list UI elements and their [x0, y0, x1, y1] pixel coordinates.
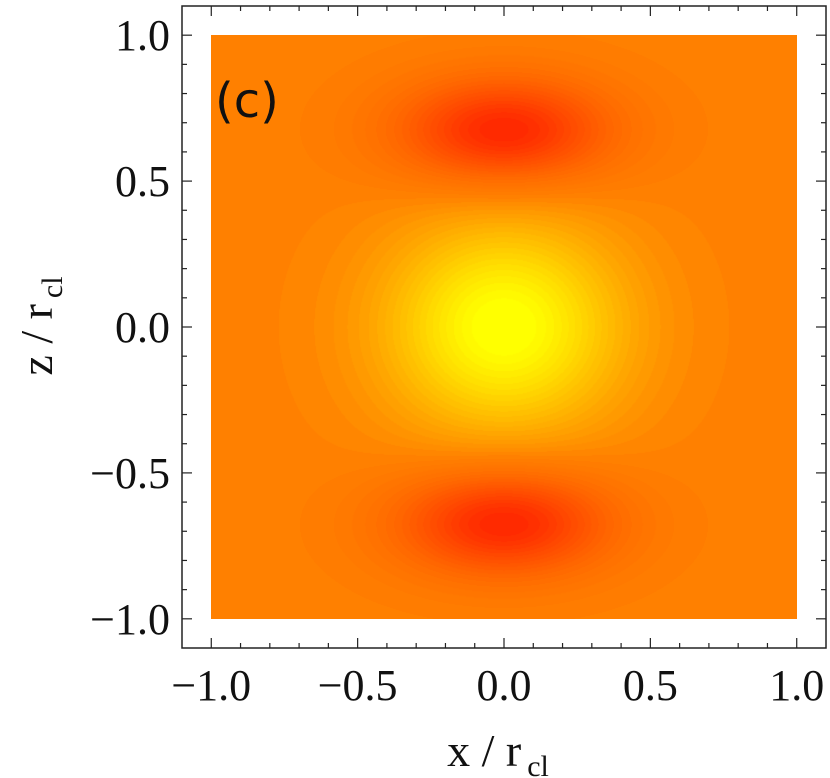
- x-tick-label: 0.5: [623, 661, 678, 710]
- y-tick-label: −1.0: [90, 595, 170, 644]
- y-tick-label: −0.5: [90, 449, 170, 498]
- x-tick-label: −1.0: [171, 661, 251, 710]
- x-axis-title-sub: cl: [527, 750, 549, 778]
- y-axis-title-sub: cl: [36, 276, 69, 298]
- svg-text:z / rcl: z / r cl: [11, 276, 69, 375]
- panel-label: (c): [215, 73, 279, 129]
- y-tick-label: 0.0: [115, 303, 170, 352]
- x-tick-label: 1.0: [769, 661, 824, 710]
- y-axis-title: z / r cl: [11, 276, 69, 375]
- svg-text:x / rcl: x / r cl: [447, 725, 549, 778]
- x-tick-label: 0.0: [477, 661, 532, 710]
- contour-field: [211, 35, 797, 619]
- x-axis-title-main: x / r: [447, 725, 521, 776]
- x-tick-label: −0.5: [318, 661, 398, 710]
- y-tick-label: 0.5: [115, 157, 170, 206]
- plot-area: −1.0 −0.5 0.0 0.5 1.0 −1.0 −0.5 0.0 0.5 1.0: [90, 5, 827, 710]
- y-axis-title-main: z / r: [11, 304, 62, 376]
- y-tick-label: 1.0: [115, 11, 170, 60]
- x-axis-title: x / r cl: [447, 725, 549, 778]
